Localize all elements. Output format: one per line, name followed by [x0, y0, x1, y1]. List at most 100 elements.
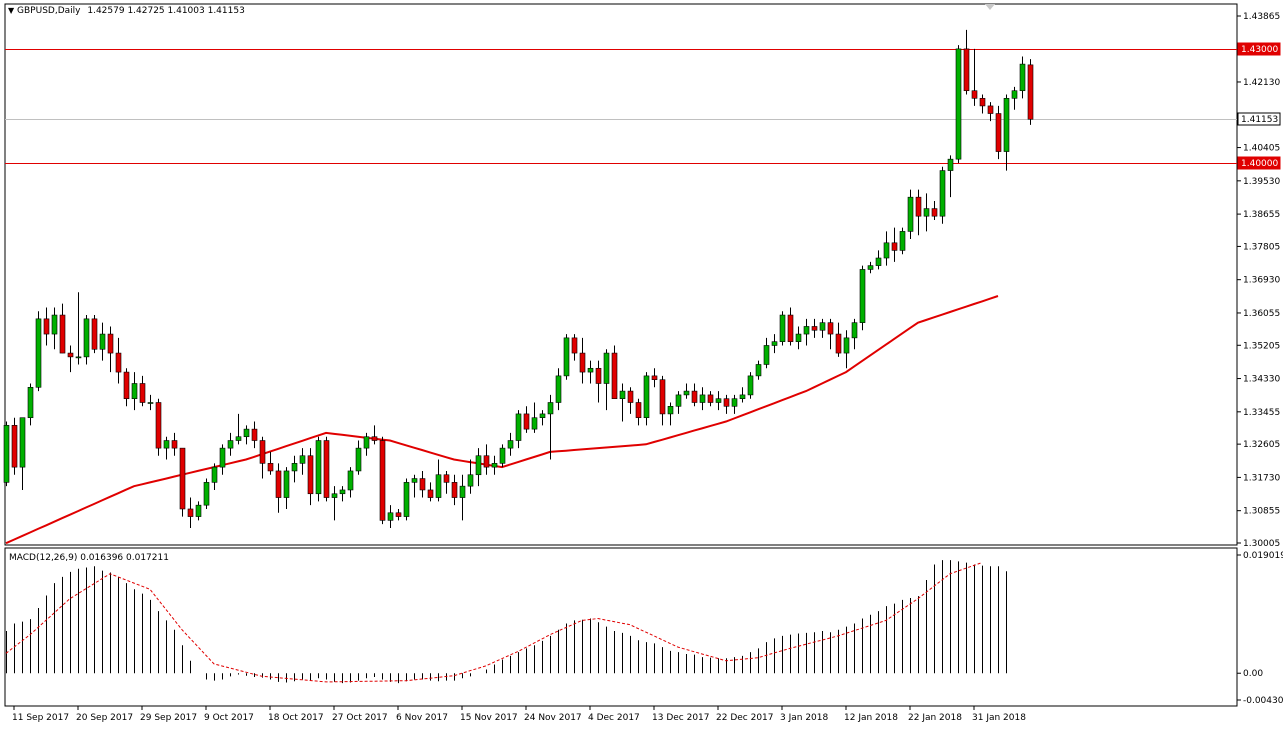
candle	[787, 307, 794, 346]
candle-body	[507, 440, 514, 449]
y-tick-label: 1.30855	[1243, 507, 1280, 517]
candle	[995, 105, 1002, 160]
candle	[363, 432, 370, 456]
candle-body	[139, 383, 146, 403]
price-tag	[1237, 156, 1281, 170]
candle	[779, 311, 786, 346]
candle-body	[707, 394, 714, 403]
candle	[579, 337, 586, 384]
candle	[451, 474, 458, 506]
candle-body	[235, 436, 242, 441]
candle-body	[67, 352, 74, 358]
x-tick-label: 20 Sep 2017	[76, 713, 133, 723]
price-tag-label: 1.41153	[1241, 115, 1278, 125]
candle	[723, 394, 730, 414]
candle-body	[435, 474, 442, 498]
macd-plot-frame	[4, 547, 1238, 707]
candle-body	[195, 504, 202, 517]
candle-body	[483, 455, 490, 468]
candle	[379, 436, 386, 525]
price-tag-label: 1.43000	[1241, 45, 1278, 55]
x-tick-label: 31 Jan 2018	[972, 713, 1026, 723]
candle-body	[323, 440, 330, 498]
candle	[835, 322, 842, 357]
candle	[939, 166, 946, 224]
candle-body	[203, 482, 210, 506]
candle	[915, 189, 922, 236]
y-tick-label: 1.33455	[1243, 408, 1280, 418]
y-tick-label: 1.42130	[1243, 78, 1280, 88]
candle-body	[155, 402, 162, 449]
x-tick-label: 22 Jan 2018	[908, 713, 962, 723]
candle	[243, 425, 250, 445]
candle	[371, 425, 378, 445]
x-tick-label: 18 Oct 2017	[268, 713, 324, 723]
candle	[259, 436, 266, 479]
candle	[955, 45, 962, 163]
candle-body	[299, 455, 306, 464]
candle	[395, 508, 402, 521]
candle	[803, 318, 810, 346]
candle	[411, 474, 418, 498]
candle-body	[747, 375, 754, 396]
candle	[299, 448, 306, 475]
candle	[251, 421, 258, 449]
candle	[43, 307, 50, 346]
candle-body	[771, 341, 778, 346]
chart-header: ▼ GBPUSD,Daily 1.42579 1.42725 1.41003 1…	[8, 6, 245, 16]
candle	[443, 470, 450, 494]
candle-body	[955, 48, 962, 160]
candle	[387, 505, 394, 528]
candle	[979, 94, 986, 114]
candle-body	[107, 333, 114, 354]
candle	[323, 436, 330, 502]
candle-body	[979, 98, 986, 107]
candle-body	[499, 447, 506, 464]
candle-body	[587, 367, 594, 373]
candle	[107, 326, 114, 373]
candle	[195, 501, 202, 521]
candle-body	[163, 440, 170, 449]
candle-body	[227, 440, 234, 449]
candle-body	[691, 390, 698, 403]
x-tick-label: 6 Nov 2017	[396, 713, 448, 723]
ohlc-label: 1.42579 1.42725 1.41003 1.41153	[87, 6, 245, 16]
candle-body	[387, 512, 394, 521]
candle-body	[563, 337, 570, 377]
y-tick-label: 1.37805	[1243, 242, 1280, 252]
candle-body	[651, 375, 658, 380]
candle	[891, 227, 898, 262]
y-tick-label: 1.40405	[1243, 144, 1280, 154]
candle	[635, 398, 642, 426]
candle-body	[819, 322, 826, 331]
candle	[275, 463, 282, 513]
candle-body	[963, 48, 970, 92]
candle-body	[667, 406, 674, 415]
collapse-triangle-icon[interactable]: ▼	[8, 6, 15, 15]
candle	[875, 250, 882, 270]
candle	[603, 349, 610, 411]
candle	[947, 155, 954, 198]
candle-body	[523, 413, 530, 430]
candle-body	[643, 375, 650, 419]
candle-body	[843, 337, 850, 354]
candle	[227, 432, 234, 456]
candle	[475, 448, 482, 487]
candle-body	[699, 394, 706, 403]
candle	[827, 318, 834, 350]
candle-body	[779, 314, 786, 342]
candle-body	[363, 436, 370, 449]
candle	[83, 315, 90, 365]
candle	[163, 436, 170, 460]
candle-body	[1011, 90, 1018, 99]
candle	[491, 455, 498, 475]
candle	[419, 470, 426, 498]
candle-body	[539, 413, 546, 419]
candle-body	[179, 447, 186, 510]
candle	[867, 261, 874, 274]
candle-body	[283, 470, 290, 498]
candle-body	[147, 402, 154, 404]
candle	[339, 486, 346, 502]
candle-body	[187, 508, 194, 517]
candle-body	[659, 379, 666, 415]
